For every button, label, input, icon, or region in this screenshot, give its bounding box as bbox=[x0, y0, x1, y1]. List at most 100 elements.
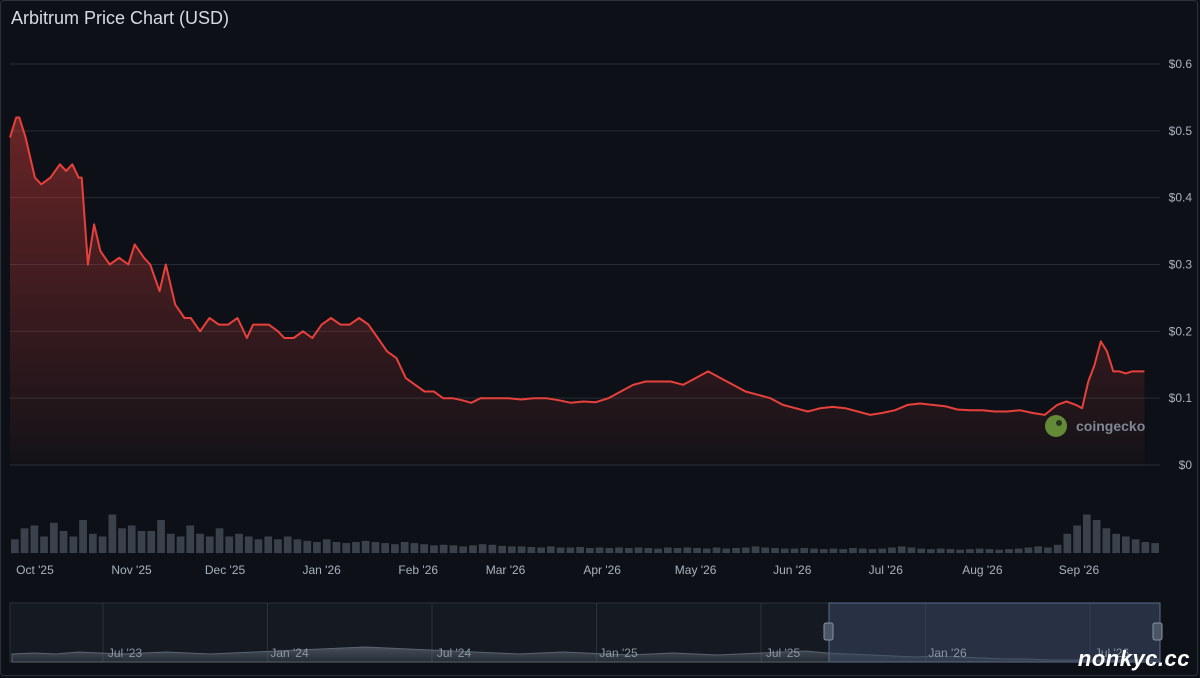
volume-bar bbox=[1151, 543, 1159, 553]
volume-bar bbox=[634, 547, 643, 553]
volume-bar bbox=[800, 548, 809, 553]
volume-bar bbox=[1073, 525, 1081, 553]
volume-bar bbox=[702, 548, 711, 553]
volume-bar bbox=[780, 548, 789, 553]
volume-bar bbox=[469, 545, 477, 553]
y-tick-label: $0.1 bbox=[1169, 391, 1193, 405]
volume-bar bbox=[1014, 548, 1023, 553]
volume-bar bbox=[508, 546, 516, 553]
coingecko-icon bbox=[1045, 415, 1067, 437]
price-line bbox=[9, 116, 1145, 416]
coingecko-eye-icon bbox=[1056, 420, 1062, 426]
x-tick-label: Sep '26 bbox=[1059, 563, 1100, 577]
volume-bar bbox=[352, 542, 360, 553]
y-tick-label: $0.4 bbox=[1169, 191, 1193, 205]
navigator-left-handle[interactable] bbox=[823, 622, 834, 641]
volume-bar bbox=[225, 536, 234, 553]
volume-bar bbox=[79, 520, 87, 553]
volume-bar bbox=[683, 547, 692, 553]
navigator-tick-label: Jul '24 bbox=[437, 646, 472, 660]
x-tick-label: Jul '26 bbox=[869, 563, 904, 577]
volume-bar bbox=[673, 548, 682, 553]
y-tick-label: $0 bbox=[1179, 458, 1193, 472]
volume-bar bbox=[819, 549, 828, 553]
volume-bar bbox=[712, 547, 721, 553]
volume-bar bbox=[566, 547, 575, 553]
volume-bar bbox=[478, 544, 487, 553]
price-area bbox=[10, 117, 1145, 465]
volume-bar bbox=[293, 539, 302, 554]
navigator[interactable]: Jul '23 Jan '24 Jul '24 Jan '25 Jul '25 Jan '… bbox=[9, 602, 1163, 663]
volume-bar bbox=[576, 547, 584, 553]
volume-bar bbox=[849, 548, 857, 553]
y-tick-label: $0.6 bbox=[1169, 57, 1193, 71]
volume-bar bbox=[995, 549, 1003, 553]
volume-bar bbox=[283, 536, 292, 553]
coingecko-label: coingecko bbox=[1076, 418, 1145, 434]
y-tick-label: $0.2 bbox=[1169, 324, 1193, 338]
volume-bar bbox=[927, 549, 935, 553]
volume-bar bbox=[936, 548, 945, 553]
volume-bar bbox=[30, 525, 39, 553]
volume-bar bbox=[654, 548, 662, 553]
volume-bar bbox=[137, 531, 146, 553]
volume-bar bbox=[897, 546, 906, 553]
volume-bar bbox=[215, 528, 224, 554]
volume-bar bbox=[810, 548, 818, 553]
volume-bar bbox=[196, 533, 204, 554]
volume-bar bbox=[946, 549, 955, 553]
volume-bar bbox=[459, 546, 467, 553]
volume-bar bbox=[371, 542, 380, 553]
volume-bar bbox=[147, 531, 156, 553]
volume-bar bbox=[625, 548, 633, 553]
volume-bar bbox=[59, 531, 68, 553]
volume-bar bbox=[956, 549, 964, 553]
volume-bar bbox=[1141, 542, 1150, 553]
volume-bar bbox=[166, 533, 175, 554]
volume-bar bbox=[556, 547, 565, 553]
volume-bar bbox=[322, 539, 331, 554]
volume-bar bbox=[1005, 549, 1013, 553]
volume-bar bbox=[1131, 539, 1140, 554]
volume-bar bbox=[1053, 544, 1062, 554]
volume-bar bbox=[11, 539, 19, 554]
volume-bar bbox=[449, 545, 458, 553]
volume-bar bbox=[664, 547, 672, 553]
volume-bar bbox=[888, 547, 896, 553]
volume-bar bbox=[839, 549, 848, 553]
volume-bar bbox=[547, 546, 555, 553]
volume-bar bbox=[157, 520, 165, 553]
volume-bar bbox=[235, 533, 243, 554]
x-tick-label: Apr '26 bbox=[583, 563, 621, 577]
volume-bar bbox=[858, 548, 867, 553]
x-tick-label: Dec '25 bbox=[205, 563, 246, 577]
volume-bar bbox=[644, 548, 653, 553]
x-tick-label: Oct '25 bbox=[16, 563, 54, 577]
volume-bar bbox=[410, 543, 419, 553]
volume-bar bbox=[751, 546, 760, 553]
y-axis: $0 $0.1 $0.2 $0.3 $0.4 $0.5 $0.6 bbox=[1169, 57, 1193, 472]
volume-bar bbox=[488, 544, 497, 554]
volume-bar bbox=[1044, 547, 1052, 553]
volume-bar bbox=[1092, 520, 1101, 553]
volume-bar bbox=[274, 539, 282, 554]
volume-bar bbox=[50, 522, 58, 554]
navigator-right-handle[interactable] bbox=[1152, 622, 1163, 641]
navigator-selection[interactable] bbox=[828, 602, 1161, 663]
volume-bar bbox=[118, 528, 126, 554]
volume-bar bbox=[917, 548, 926, 553]
volume-bar bbox=[1063, 533, 1072, 554]
navigator-x-axis: Jul '23 Jan '24 Jul '24 Jan '25 Jul '25 Jan '… bbox=[108, 646, 1130, 660]
volume-bar bbox=[985, 549, 994, 553]
volume-bar bbox=[693, 548, 701, 553]
volume-bar bbox=[332, 542, 341, 553]
volume-bar bbox=[430, 545, 438, 553]
volume-bar bbox=[741, 547, 750, 553]
volume-bar bbox=[907, 547, 916, 553]
volume-bar bbox=[1083, 514, 1091, 553]
volume-bar bbox=[313, 542, 321, 553]
volume-bars bbox=[11, 514, 1159, 554]
volume-bar bbox=[498, 545, 506, 554]
